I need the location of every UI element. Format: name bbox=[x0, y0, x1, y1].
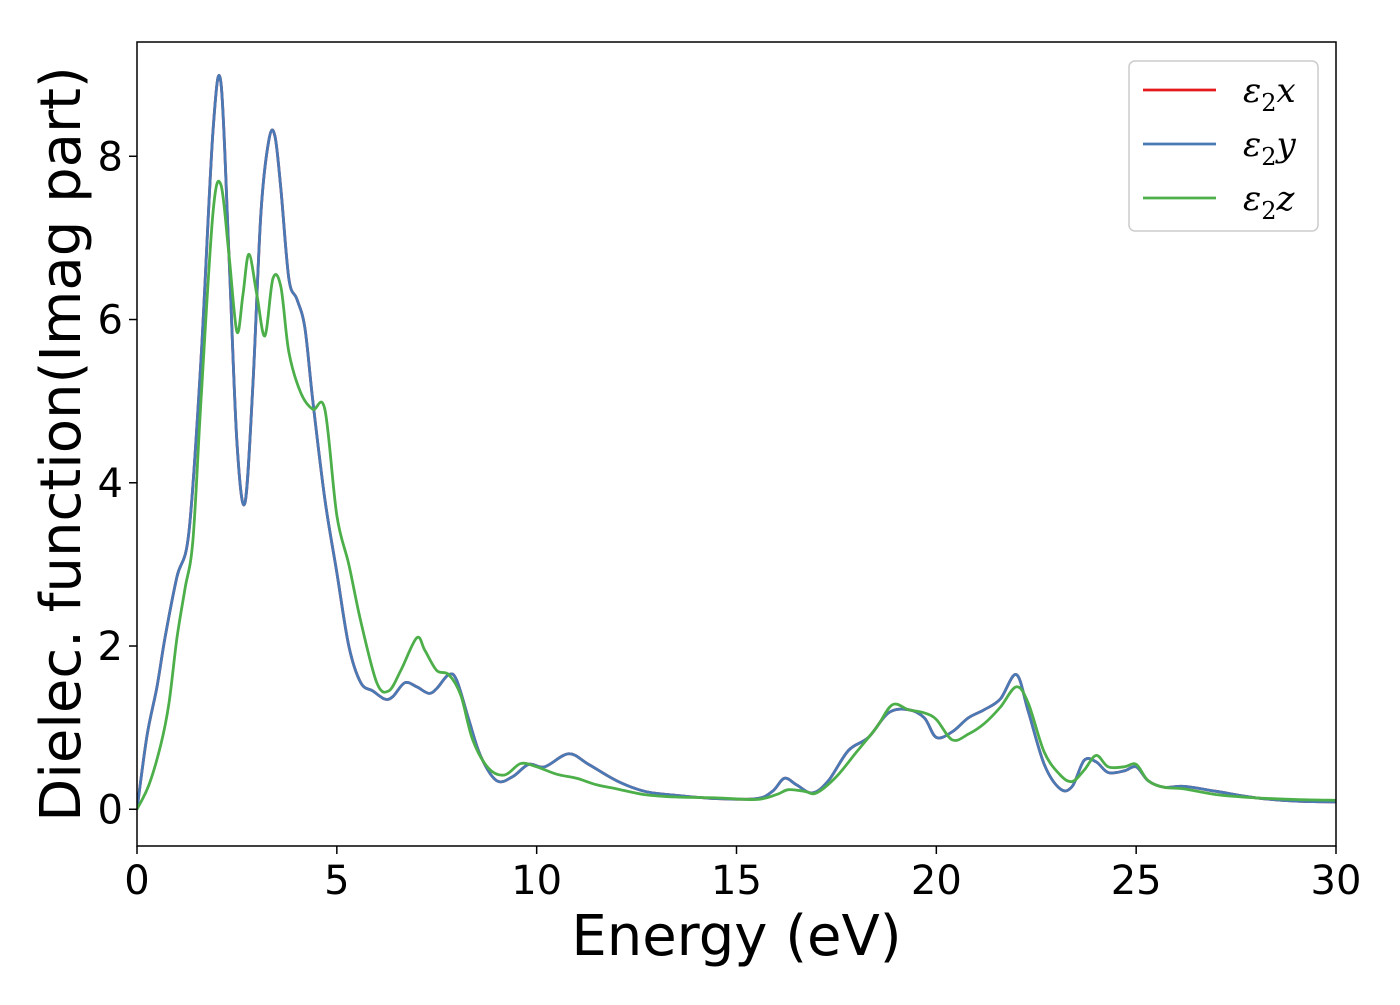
x-tick-label: 5 bbox=[324, 858, 349, 904]
series-line-z bbox=[137, 179, 1336, 810]
y-tick-label: 8 bbox=[98, 134, 123, 180]
x-tick-label: 30 bbox=[1311, 858, 1362, 904]
series-line-y bbox=[137, 74, 1336, 810]
legend-box bbox=[1128, 60, 1319, 232]
x-tick-label: 25 bbox=[1111, 858, 1162, 904]
x-tick-label: 10 bbox=[511, 858, 562, 904]
legend-item-z: ε2z bbox=[1143, 179, 1296, 225]
legend-item-x: ε2x bbox=[1143, 71, 1296, 117]
legend-item-y: ε2y bbox=[1143, 125, 1297, 171]
series-layer bbox=[137, 74, 1336, 810]
x-axis: 0 5 10 15 20 25 30 bbox=[124, 846, 1361, 904]
y-tick-label: 0 bbox=[98, 787, 123, 833]
x-axis-title: Energy (eV) bbox=[571, 904, 901, 969]
y-axis-title: Dielec. function(Imag part) bbox=[29, 66, 94, 822]
legend-label: ε2z bbox=[1243, 179, 1296, 225]
x-tick-label: 0 bbox=[124, 858, 149, 904]
legend: ε2x ε2y ε2z bbox=[1128, 60, 1319, 232]
legend-label: ε2y bbox=[1243, 125, 1297, 171]
x-tick-label: 20 bbox=[911, 858, 962, 904]
y-tick-label: 2 bbox=[98, 624, 123, 670]
y-tick-label: 4 bbox=[98, 461, 123, 507]
y-axis: 0 2 4 6 8 bbox=[98, 134, 137, 833]
x-tick-label: 15 bbox=[711, 858, 762, 904]
legend-label: ε2x bbox=[1243, 71, 1296, 117]
y-tick-label: 6 bbox=[98, 298, 123, 344]
